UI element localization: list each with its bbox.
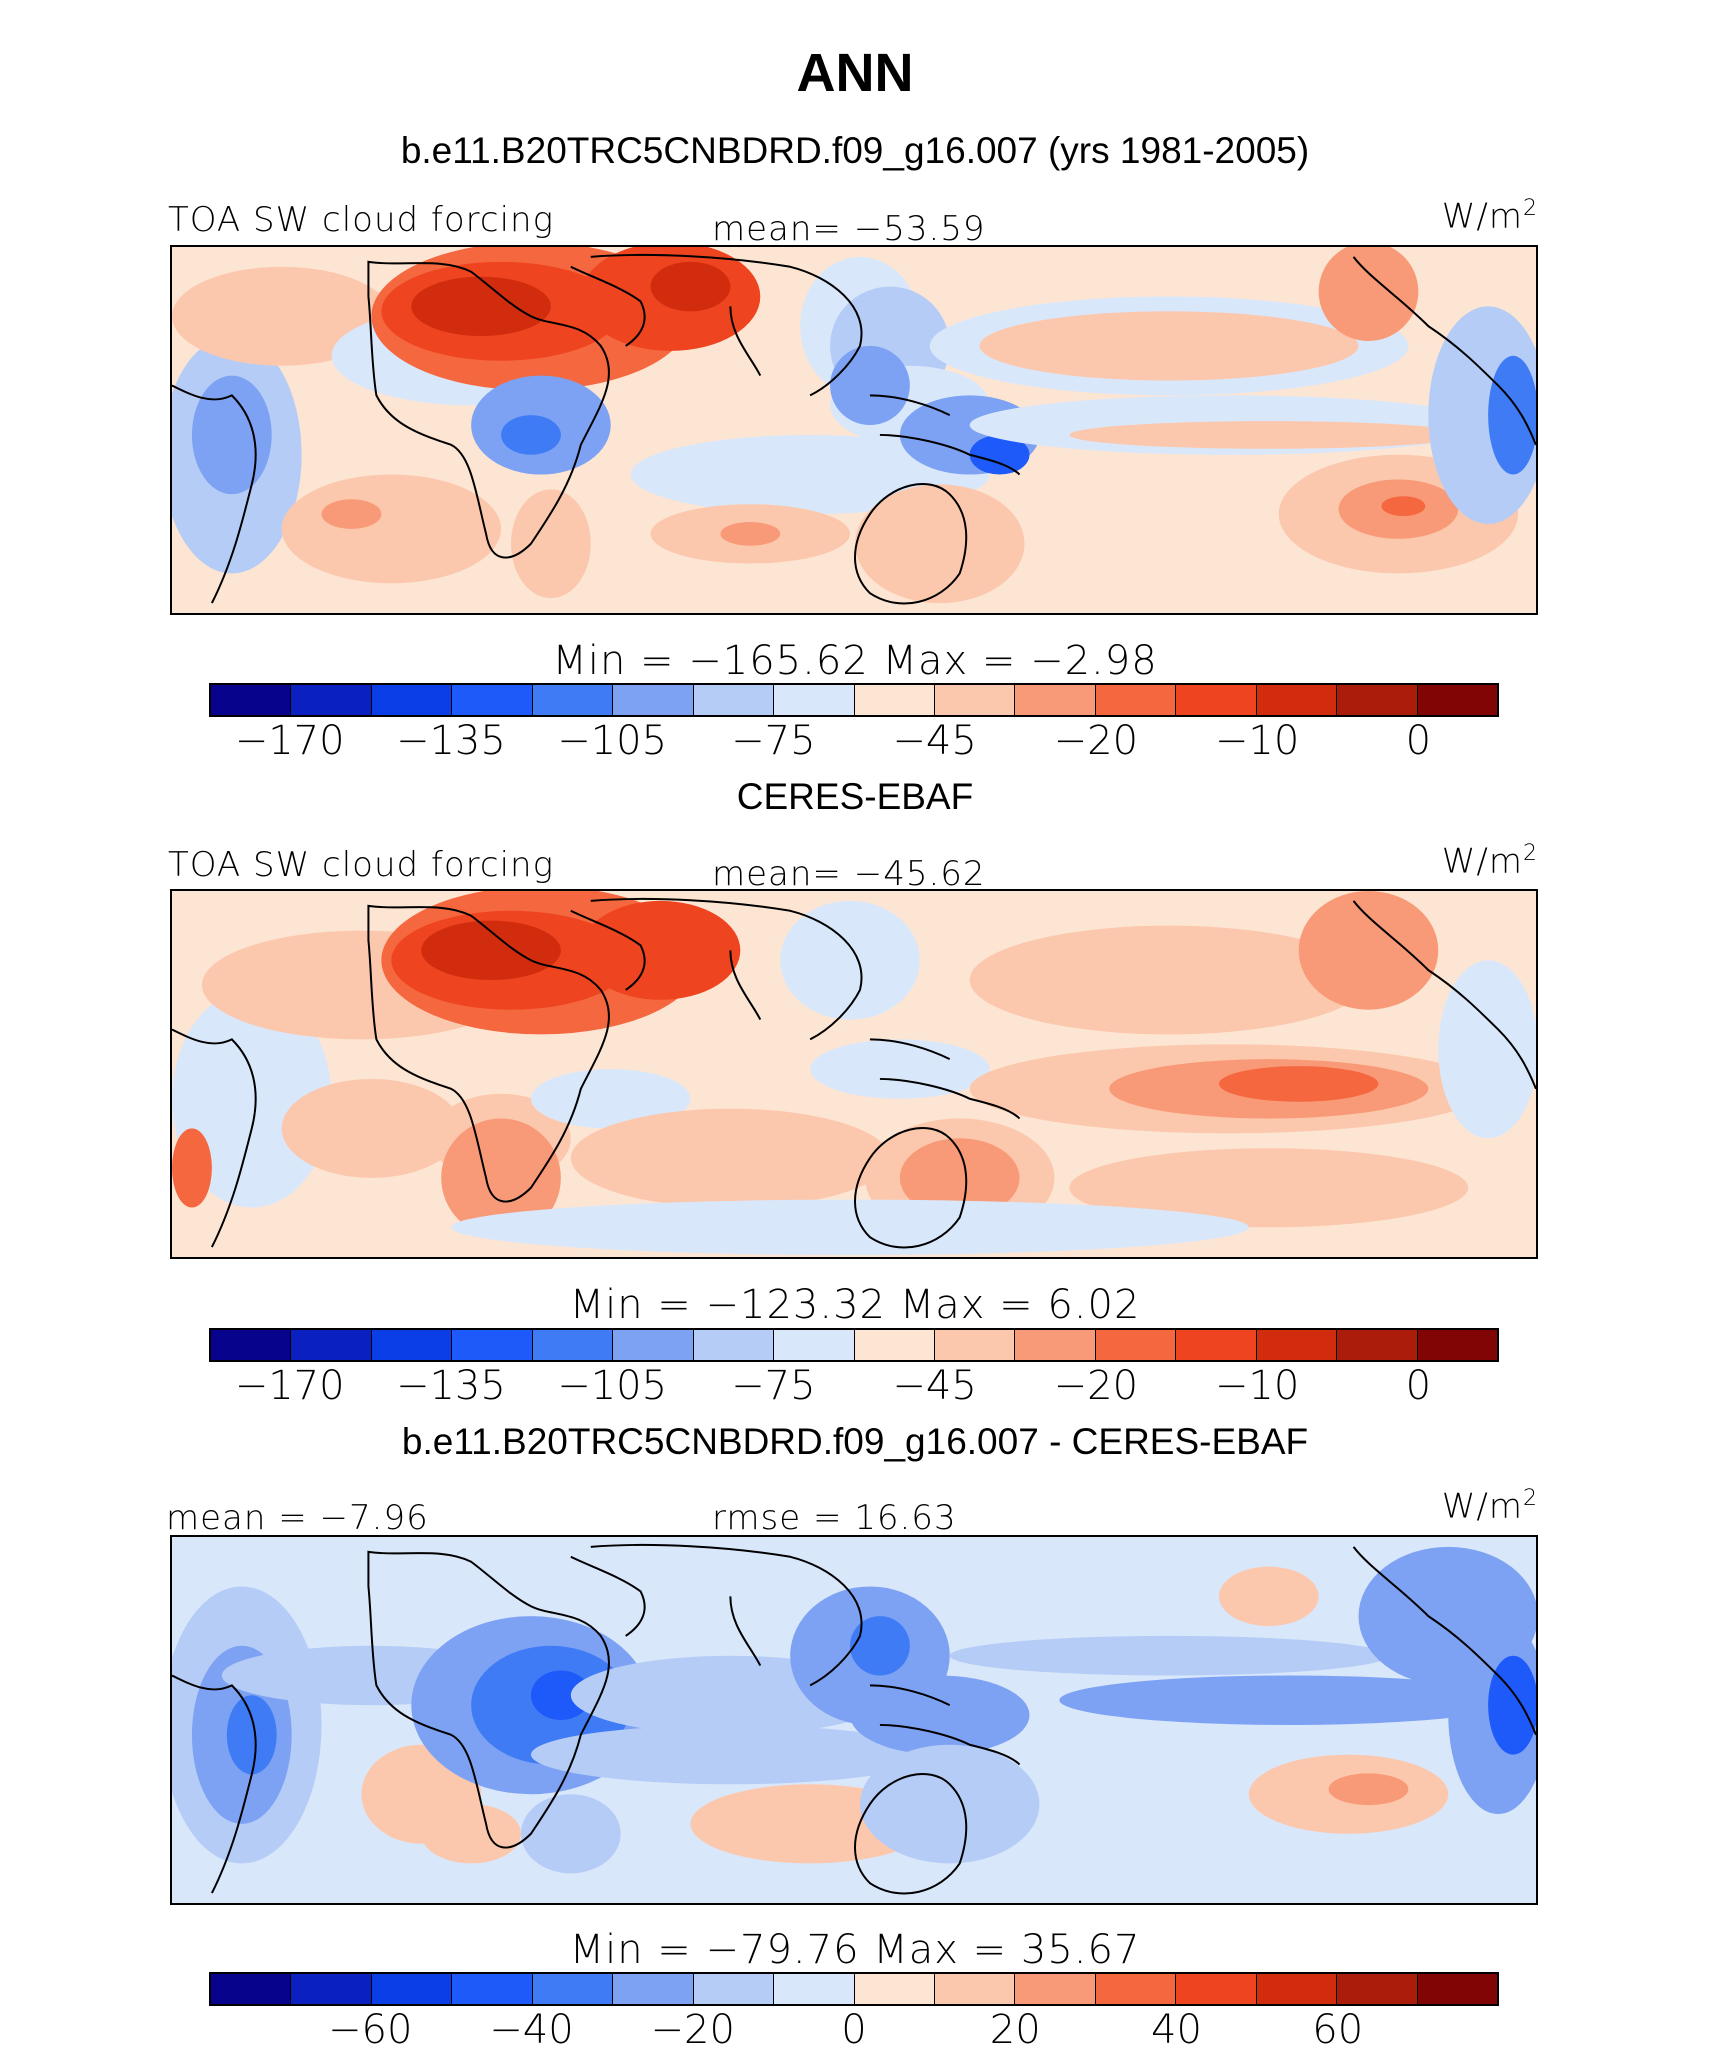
colorbar-cell	[774, 685, 855, 715]
colorbar-cell	[693, 1974, 775, 2004]
colorbar-cell	[1337, 1330, 1418, 1360]
colorbar-cell	[1417, 1330, 1497, 1360]
colorbar-cell	[1015, 1330, 1096, 1360]
colorbar-cell	[774, 1330, 855, 1360]
colorbar	[209, 1328, 1499, 1362]
colorbar-cell	[1256, 1330, 1338, 1360]
colorbar-ticks: −60 −40 −20 0 20 40 60	[0, 2007, 1710, 2057]
colorbar	[209, 683, 1499, 717]
colorbar-cell	[1095, 1330, 1177, 1360]
colorbar-cell	[1176, 685, 1257, 715]
colorbar-tick-label: −20	[1053, 1363, 1139, 1409]
colorbar-cell	[693, 1330, 775, 1360]
colorbar-cell	[371, 1330, 453, 1360]
minmax-label: Min = −123.32 Max = 6.02	[569, 1282, 1141, 1328]
figure-title: ANN	[796, 43, 914, 103]
colorbar-cell	[1417, 685, 1497, 715]
colorbar-cell	[452, 1330, 533, 1360]
map-plot-diff	[172, 1537, 1536, 1903]
colorbar-cell	[291, 1330, 372, 1360]
colorbar-tick-label: 60	[1312, 2007, 1364, 2053]
panel-left-label: mean = −7.96	[166, 1498, 429, 1538]
colorbar-cell	[1337, 685, 1418, 715]
colorbar-cell	[532, 1974, 614, 2004]
colorbar	[209, 1972, 1499, 2006]
colorbar-cell	[1417, 1974, 1497, 2004]
colorbar-tick-label: −45	[892, 1363, 977, 1409]
colorbar-cell	[532, 685, 614, 715]
colorbar-cell	[934, 685, 1016, 715]
colorbar-cell	[371, 685, 453, 715]
colorbar-cell	[1095, 685, 1177, 715]
colorbar-cell	[1176, 1330, 1257, 1360]
colorbar-cell	[211, 685, 292, 715]
colorbar-cell	[934, 1330, 1016, 1360]
map-obs	[170, 889, 1538, 1259]
panel-center-label: rmse = 16.63	[712, 1498, 957, 1538]
colorbar-cell	[1256, 685, 1338, 715]
colorbar-cell	[291, 685, 372, 715]
colorbar-cell	[1337, 1974, 1418, 2004]
colorbar-tick-label: −75	[731, 1363, 816, 1409]
colorbar-tick-label: −60	[328, 2007, 413, 2053]
colorbar-tick-label: −20	[650, 2007, 735, 2053]
panel-title: CERES-EBAF	[736, 776, 974, 817]
colorbar-cell	[613, 685, 694, 715]
panel-title: b.e11.B20TRC5CNBDRD.f09_g16.007 - CERES-…	[401, 1421, 1309, 1462]
panel-title: b.e11.B20TRC5CNBDRD.f09_g16.007 (yrs 198…	[400, 130, 1310, 171]
colorbar-cell	[613, 1330, 694, 1360]
colorbar-ticks: −170 −135 −105 −75 −45 −20 −10 0	[0, 1363, 1710, 1413]
colorbar-tick-label: −45	[892, 718, 977, 764]
colorbar-tick-label: −20	[1053, 718, 1139, 764]
colorbar-tick-label: 0	[1405, 1363, 1432, 1409]
panel-left-label: TOA SW cloud forcing	[168, 200, 554, 240]
colorbar-tick-label: 0	[841, 2007, 867, 2053]
colorbar-cell	[854, 1330, 935, 1360]
colorbar-tick-label: 0	[1405, 718, 1432, 764]
colorbar-cell	[934, 1974, 1016, 2004]
colorbar-ticks: −170 −135 −105 −75 −45 −20 −10 0	[0, 718, 1710, 768]
colorbar-cell	[1015, 685, 1096, 715]
units-label: W/m2	[1441, 841, 1538, 882]
colorbar-cell	[1015, 1974, 1096, 2004]
colorbar-cell	[693, 685, 775, 715]
colorbar-cell	[211, 1330, 292, 1360]
colorbar-cell	[854, 1974, 935, 2004]
colorbar-tick-label: −75	[731, 718, 816, 764]
colorbar-tick-label: −135	[395, 718, 506, 764]
colorbar-cell	[291, 1974, 372, 2004]
colorbar-tick-label: −170	[234, 718, 345, 764]
colorbar-tick-label: 40	[1151, 2007, 1202, 2053]
colorbar-tick-label: −105	[557, 1363, 668, 1409]
map-plot-obs	[172, 891, 1536, 1257]
colorbar-cell	[1256, 1974, 1338, 2004]
colorbar-tick-label: 20	[989, 2007, 1041, 2053]
colorbar-cell	[774, 1974, 855, 2004]
panel-left-label: TOA SW cloud forcing	[168, 845, 554, 885]
colorbar-tick-label: −40	[489, 2007, 574, 2053]
colorbar-cell	[1176, 1974, 1257, 2004]
colorbar-tick-label: −10	[1214, 718, 1300, 764]
panel-center-label: mean= −53.59	[712, 209, 986, 249]
colorbar-tick-label: −170	[234, 1363, 345, 1409]
units-label: W/m2	[1441, 1486, 1538, 1527]
colorbar-cell	[854, 685, 935, 715]
colorbar-cell	[532, 1330, 614, 1360]
colorbar-cell	[452, 685, 533, 715]
units-label: W/m2	[1441, 196, 1538, 237]
colorbar-cell	[211, 1974, 292, 2004]
colorbar-cell	[371, 1974, 453, 2004]
colorbar-tick-label: −135	[395, 1363, 506, 1409]
colorbar-tick-label: −105	[557, 718, 668, 764]
panel-center-label: mean= −45.62	[712, 854, 986, 894]
colorbar-cell	[452, 1974, 533, 2004]
colorbar-cell	[613, 1974, 694, 2004]
colorbar-tick-label: −10	[1214, 1363, 1300, 1409]
minmax-label: Min = −165.62 Max = −2.98	[552, 638, 1158, 684]
map-diff	[170, 1535, 1538, 1905]
map-plot-model	[172, 247, 1536, 613]
colorbar-cell	[1095, 1974, 1177, 2004]
minmax-label: Min = −79.76 Max = 35.67	[569, 1927, 1141, 1973]
map-model	[170, 245, 1538, 615]
